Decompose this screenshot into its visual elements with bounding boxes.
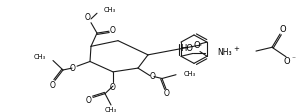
Text: NH₃: NH₃ (217, 48, 232, 57)
Text: O: O (164, 89, 170, 98)
Text: HO: HO (180, 44, 193, 53)
Text: CH₃: CH₃ (34, 54, 46, 60)
Text: O: O (110, 83, 116, 92)
Text: CH₃: CH₃ (184, 71, 196, 77)
Text: O: O (70, 64, 76, 73)
Text: O: O (284, 57, 290, 66)
Text: +: + (233, 46, 239, 52)
Text: O: O (110, 26, 116, 35)
Text: O: O (194, 41, 200, 50)
Text: O: O (85, 13, 91, 22)
Text: CH₃: CH₃ (104, 7, 116, 13)
Text: CH₃: CH₃ (105, 107, 117, 112)
Text: ⁻: ⁻ (291, 54, 295, 63)
Text: O: O (50, 81, 56, 90)
Text: O: O (150, 72, 156, 81)
Text: O: O (86, 96, 92, 105)
Text: O: O (280, 25, 286, 34)
